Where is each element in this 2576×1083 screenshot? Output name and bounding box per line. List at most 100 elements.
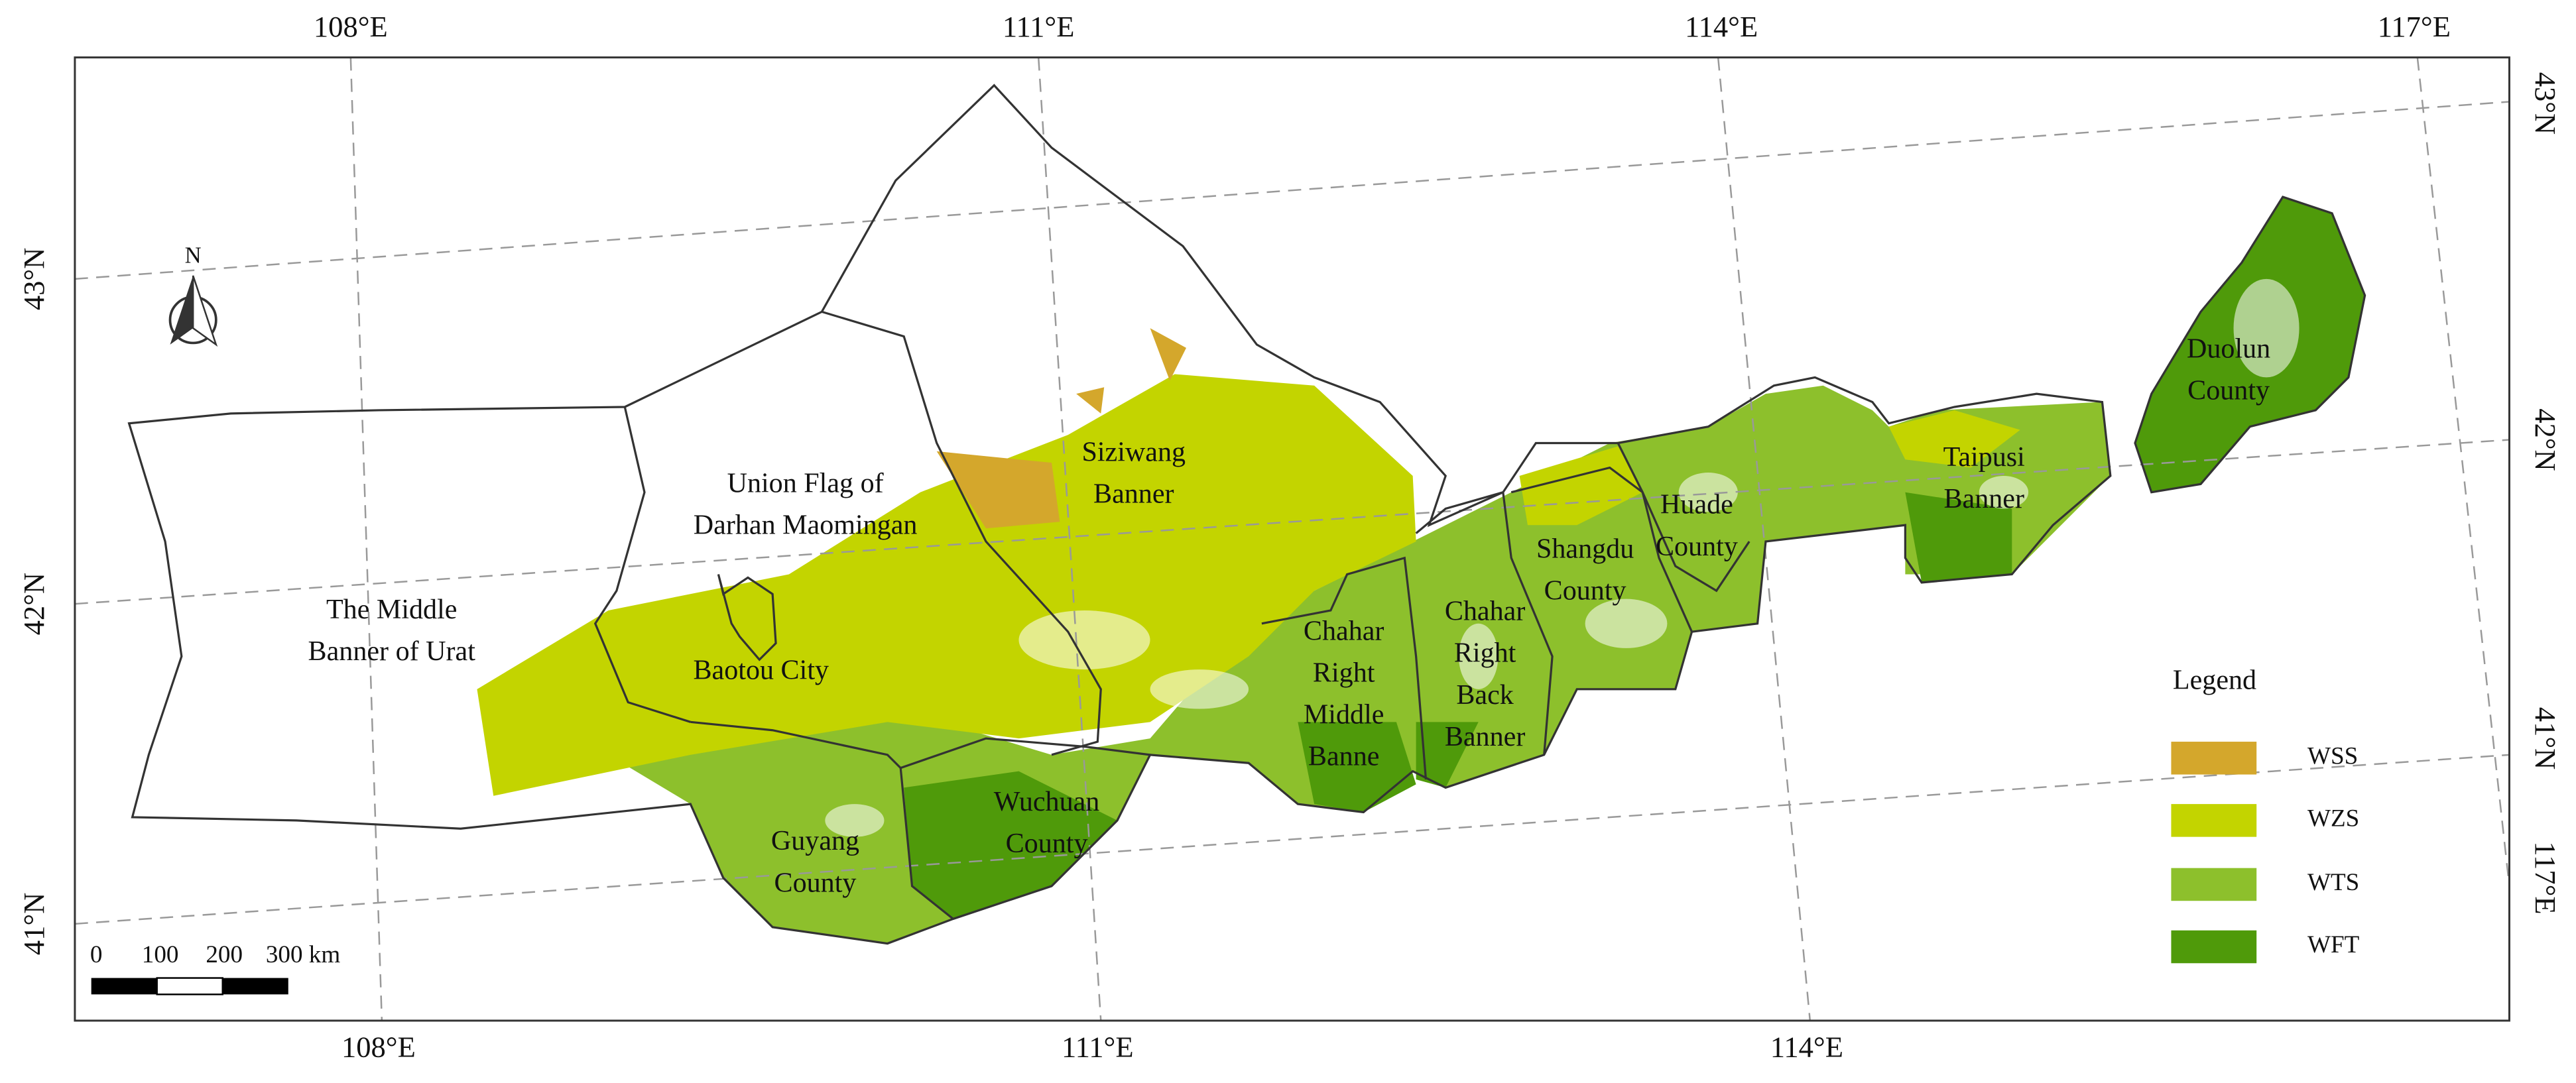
non-cropland <box>1458 623 1499 689</box>
map-frame <box>74 56 2510 1022</box>
region-label: County <box>1006 828 1088 859</box>
boundaries <box>127 84 2366 945</box>
meridian <box>349 57 383 1021</box>
region-label: Duolun <box>2187 333 2270 364</box>
graticule-label: 114°E <box>1685 10 1758 43</box>
non-cropland <box>1150 669 1249 709</box>
land-cover-zone <box>936 451 1060 529</box>
meridian <box>1717 57 1811 1021</box>
outer-boundary <box>127 84 2112 945</box>
north-label: N <box>185 243 202 268</box>
land-cover-zone <box>1416 722 1479 788</box>
non-cropland <box>1585 598 1668 648</box>
region-label: Chahar <box>1445 597 1526 627</box>
region-label: County <box>1544 576 1626 606</box>
graticule-label: 111°E <box>1062 1031 1134 1064</box>
region-label: Union Flag of <box>727 468 885 498</box>
region-label: County <box>774 868 857 898</box>
graticule-label: 41°N <box>17 893 50 956</box>
non-cropland <box>1678 473 1738 512</box>
graticule-label: 43°N <box>2529 72 2562 135</box>
legend-label: WZS <box>2307 805 2359 832</box>
region-label: The Middle <box>326 595 458 625</box>
scale-label: 300 km <box>266 941 341 968</box>
internal-boundary <box>1415 490 1554 755</box>
region-label: Banner <box>1943 484 2024 514</box>
region-label: Right <box>1313 657 1375 688</box>
region-label: Shangdu <box>1536 534 1634 565</box>
legend-label: WSS <box>2307 742 2358 770</box>
graticule <box>74 57 2510 1021</box>
non-cropland <box>825 804 885 837</box>
region-label: Chahar <box>1304 616 1384 646</box>
graticule-label: 41°N <box>2529 707 2562 770</box>
region-label: Banne <box>1308 742 1380 772</box>
meridian <box>2416 57 2510 887</box>
land-cover-zone <box>1076 387 1105 414</box>
region-label: Back <box>1456 680 1514 711</box>
parallel <box>74 439 2510 605</box>
internal-boundary <box>717 574 777 661</box>
land-cover-zone <box>1519 446 1643 526</box>
region-label: Wuchuan <box>994 787 1100 817</box>
scale-segment <box>91 978 157 995</box>
region-label: Banner <box>1445 722 1526 752</box>
legend: Legend WSS WZS WTS WFT <box>2171 665 2360 964</box>
land-cover-zone <box>904 771 1118 919</box>
non-cropland <box>2233 278 2300 378</box>
non-cropland <box>1018 610 1150 670</box>
north-arrow-left <box>170 275 194 345</box>
meridian <box>1037 57 1102 1021</box>
region-label: Taipusi <box>1943 442 2025 473</box>
scale-label: 200 <box>206 941 243 968</box>
graticule-label: 42°N <box>2529 408 2562 471</box>
parallel <box>74 101 2510 280</box>
graticule-label: 108°E <box>314 10 388 43</box>
region-label: Baotou City <box>694 656 829 686</box>
legend-swatch <box>2171 930 2257 964</box>
land-cover <box>477 197 2365 944</box>
graticule-label: 117°E <box>2378 10 2451 43</box>
region-label: Middle <box>1304 700 1384 730</box>
land-cover-zone <box>1298 722 1416 813</box>
land-cover-zone <box>1905 492 2012 583</box>
region-label: Huade <box>1660 490 1733 520</box>
north-arrow-right <box>192 275 218 347</box>
scale-segment <box>222 978 288 995</box>
land-cover-zone <box>1150 328 1187 381</box>
region-label: Siziwang <box>1081 437 1186 467</box>
internal-boundary <box>1617 442 1750 593</box>
region-label: Banner <box>1093 479 1174 510</box>
legend-swatch <box>2171 742 2257 775</box>
parallel <box>74 754 2510 925</box>
region-label: Banner of Urat <box>308 636 476 667</box>
region-label: County <box>2187 376 2270 406</box>
legend-label: WFT <box>2307 931 2360 958</box>
region-label: County <box>1656 532 1738 562</box>
legend-swatch <box>2171 804 2257 837</box>
region-label: Darhan Maomingan <box>694 510 918 541</box>
duolun-boundary <box>2134 196 2366 494</box>
scale-label: 0 <box>90 941 103 968</box>
graticule-label: 111°E <box>1003 10 1075 43</box>
scale-segment <box>156 977 223 996</box>
north-arrow: N <box>168 243 218 347</box>
region-label: Guyang <box>771 826 859 856</box>
graticule-label: 42°N <box>17 573 50 636</box>
region-labels: The Middle Banner of Urat Union Flag of Dar… <box>308 333 2271 898</box>
graticule-label: 114°E <box>1770 1031 1843 1064</box>
legend-label: WTS <box>2307 869 2359 896</box>
legend-swatch <box>2171 868 2257 901</box>
non-cropland <box>1979 475 2029 509</box>
internal-boundary <box>899 768 954 920</box>
land-cover-zone <box>1888 410 2020 468</box>
graticule-label: 43°N <box>17 248 50 311</box>
scale-label: 100 <box>142 941 179 968</box>
scale-bar <box>91 977 288 996</box>
internal-boundary <box>1261 556 1428 780</box>
internal-boundary <box>593 406 691 723</box>
legend-title: Legend <box>2173 665 2256 696</box>
internal-boundary <box>821 310 1102 756</box>
